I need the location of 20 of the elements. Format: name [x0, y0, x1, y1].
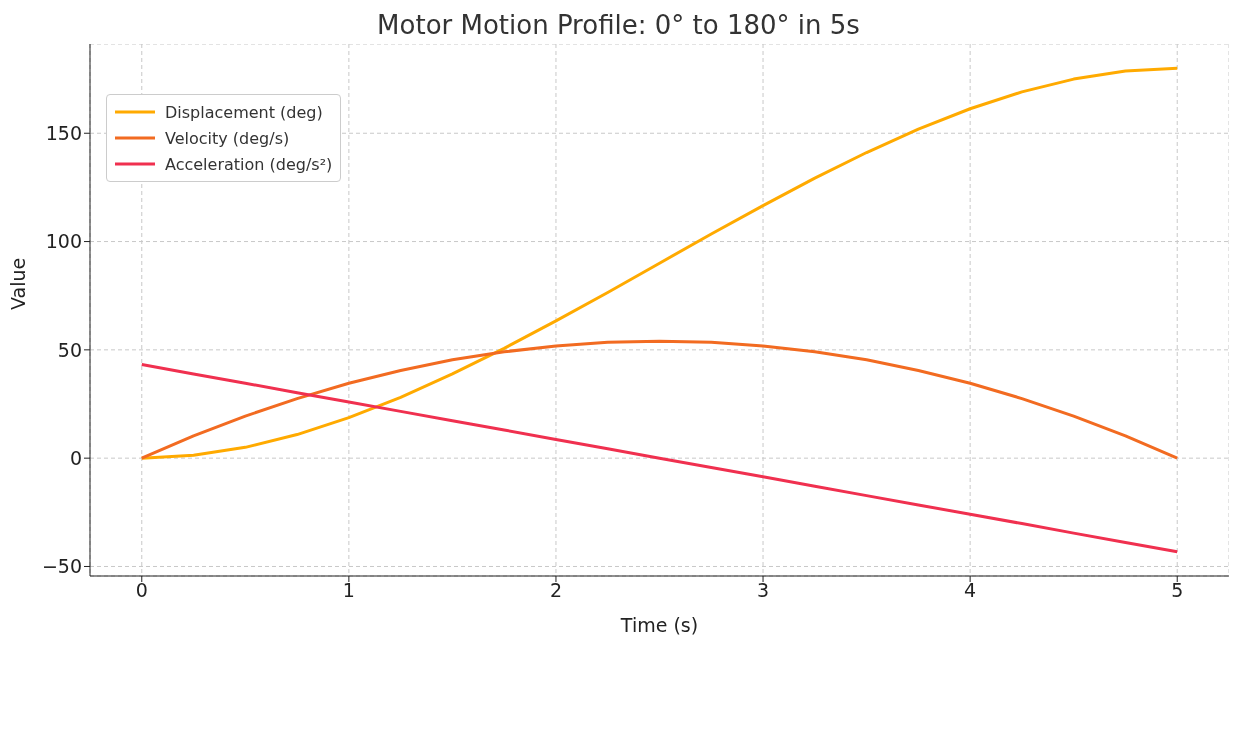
- x-tick-label: 3: [757, 579, 770, 602]
- x-tick-label: 4: [964, 579, 977, 602]
- line-series: [140, 66, 1179, 460]
- x-tick-label: 2: [549, 579, 562, 602]
- line-series: [140, 363, 1179, 554]
- legend-label: Displacement (deg): [165, 102, 323, 122]
- x-axis-title: Time (s): [619, 614, 699, 636]
- legend-label: Velocity (deg/s): [165, 128, 290, 148]
- y-tick-label: −50: [41, 555, 82, 578]
- y-tick-label: 0: [69, 446, 82, 469]
- y-tick-label: 100: [45, 230, 82, 253]
- line-series: [140, 339, 1179, 460]
- y-axis-title: Value: [6, 257, 29, 310]
- chart-title: Motor Motion Profile: 0° to 180° in 5s: [376, 9, 861, 42]
- x-tick-label: 5: [1171, 579, 1184, 602]
- legend-label: Acceleration (deg/s²): [165, 154, 333, 174]
- x-tick-label: 0: [135, 579, 148, 602]
- y-tick-label: 50: [57, 338, 82, 361]
- x-tick-label: 1: [342, 579, 355, 602]
- y-tick-label: 150: [45, 121, 82, 144]
